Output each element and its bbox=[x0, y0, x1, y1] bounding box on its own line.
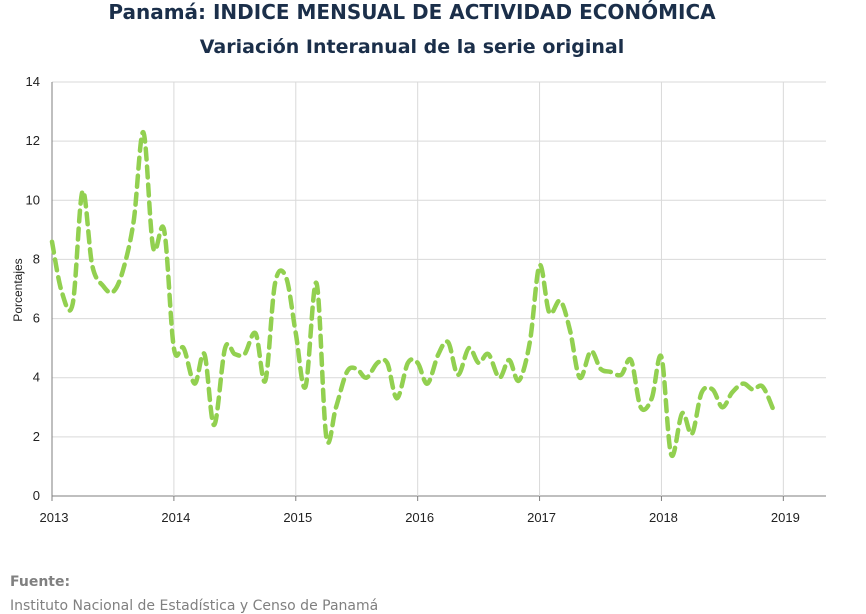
x-tick-label: 2016 bbox=[405, 510, 434, 525]
y-tick-label: 4 bbox=[33, 370, 40, 385]
y-tick-label: 2 bbox=[33, 429, 40, 444]
x-tick-label: 2018 bbox=[649, 510, 678, 525]
y-tick-label: 10 bbox=[26, 192, 40, 207]
gridlines bbox=[51, 81, 826, 501]
series-line bbox=[49, 130, 776, 458]
x-tick-label: 2015 bbox=[283, 510, 312, 525]
y-tick-label: 12 bbox=[26, 133, 40, 148]
chart-title: Panamá: INDICE MENSUAL DE ACTIVIDAD ECON… bbox=[108, 0, 716, 24]
y-tick-label: 0 bbox=[33, 488, 40, 503]
chart-subtitle: Variación Interanual de la serie origina… bbox=[199, 36, 625, 58]
y-tick-label: 14 bbox=[26, 74, 40, 89]
y-tick-label: 6 bbox=[33, 311, 40, 326]
line-chart: 0 2 4 6 8 10 12 14 2013 2014 2015 2016 2017 2018 2019… bbox=[11, 74, 826, 525]
x-tick-label: 2013 bbox=[40, 510, 69, 525]
y-axis-label: Porcentajes bbox=[11, 258, 25, 321]
x-axis-ticks: 2013 2014 2015 2016 2017 2018 2019 bbox=[40, 510, 800, 525]
source-text: Instituto Nacional de Estadística y Cens… bbox=[10, 598, 379, 614]
y-tick-label: 8 bbox=[33, 251, 40, 266]
source-heading: Fuente: bbox=[10, 574, 71, 590]
x-tick-label: 2014 bbox=[161, 510, 190, 525]
y-axis-ticks: 0 2 4 6 8 10 12 14 bbox=[26, 74, 40, 503]
x-tick-label: 2019 bbox=[771, 510, 800, 525]
x-tick-label: 2017 bbox=[527, 510, 556, 525]
